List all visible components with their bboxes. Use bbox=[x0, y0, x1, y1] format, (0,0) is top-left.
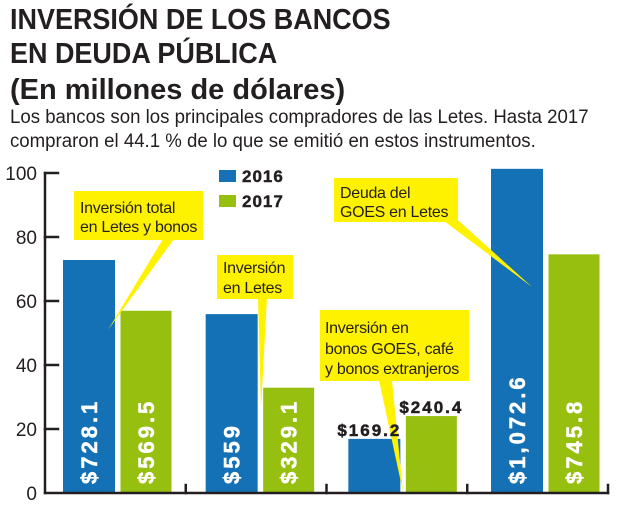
callout-text-line: Inversión total bbox=[80, 200, 175, 217]
callout-4: Deuda del GOES en Letes bbox=[334, 178, 458, 222]
callout-text-line: en Letes y bonos bbox=[80, 219, 197, 236]
subtitle-line-2: compraron el 44.1 % de lo que se emitió … bbox=[10, 131, 536, 152]
callout-pointer bbox=[258, 298, 267, 408]
value-label-2016-category-2: $559 bbox=[220, 423, 245, 484]
x-axis bbox=[43, 483, 610, 495]
legend-item-2017: 2017 bbox=[219, 192, 284, 211]
callout-box bbox=[320, 310, 469, 381]
callout-pointer bbox=[108, 239, 174, 330]
callout-2: Inversión en Letes bbox=[217, 255, 293, 299]
bar-2017-category-4 bbox=[548, 254, 600, 493]
bar-2016-category-1 bbox=[63, 260, 115, 493]
callout-box bbox=[217, 255, 293, 299]
bars-layer bbox=[63, 168, 600, 493]
value-label-2016-category-3: $169.2 bbox=[337, 421, 401, 440]
bar-2017-category-1 bbox=[120, 310, 172, 493]
callout-1: Inversión total en Letes y bonos bbox=[74, 191, 203, 240]
callout-pointer bbox=[379, 380, 403, 492]
bar-2016-category-2 bbox=[205, 314, 258, 493]
y-axis: 0 20 40 60 80 100 bbox=[5, 164, 60, 505]
callout-text-line: en Letes bbox=[223, 280, 282, 297]
bar-2016-category-4 bbox=[491, 168, 544, 493]
value-label-2017-category-4: $745.8 bbox=[562, 399, 587, 484]
value-label-2017-category-3: $240.4 bbox=[399, 398, 463, 417]
subtitle-line-1: Los bancos son los principales comprador… bbox=[10, 107, 589, 128]
title-units-line: (En millones de dólares) bbox=[10, 74, 346, 106]
callout-text-line: Deuda del bbox=[340, 185, 410, 202]
value-label-2016-category-1: $728.1 bbox=[77, 399, 102, 484]
legend-item-2016: 2016 bbox=[219, 167, 284, 186]
legend-label: 2016 bbox=[242, 167, 284, 186]
callout-text-line: Inversión bbox=[223, 260, 285, 277]
y-tick-label: 20 bbox=[16, 420, 37, 441]
value-label-2017-category-2: $329.1 bbox=[277, 399, 302, 484]
title-line-1: INVERSIÓN DE LOS BANCOS bbox=[10, 4, 391, 36]
bar-2017-category-3 bbox=[405, 416, 457, 493]
callout-text-line: GOES en Letes bbox=[340, 204, 448, 221]
legend-swatch bbox=[219, 195, 236, 207]
callout-box bbox=[74, 191, 203, 240]
bar-2017-category-2 bbox=[263, 387, 315, 493]
legend: 2016 2017 bbox=[219, 167, 284, 211]
y-tick-label: 40 bbox=[16, 356, 37, 377]
callout-pointers bbox=[108, 221, 532, 492]
callout-box bbox=[334, 178, 458, 222]
value-label-2016-category-4: $1,072.6 bbox=[505, 374, 530, 484]
y-tick-label: 0 bbox=[26, 484, 37, 505]
bar-2016-category-3 bbox=[348, 438, 401, 493]
y-tick-label: 60 bbox=[16, 292, 37, 313]
title-line-2: EN DEUDA PÚBLICA bbox=[10, 38, 278, 70]
y-tick-label: 100 bbox=[5, 164, 37, 185]
y-tick-label: 80 bbox=[16, 228, 37, 249]
callout-text-line: bonos GOES, café bbox=[325, 341, 454, 358]
callout-text-line: y bonos extranjeros bbox=[325, 361, 459, 378]
value-labels: $728.1 $569.5 $559 $329.1 $169.2 $240.4 $1,072… bbox=[77, 374, 588, 484]
legend-label: 2017 bbox=[242, 192, 284, 211]
legend-swatch bbox=[219, 170, 236, 182]
callout-3: Inversión en bonos GOES, café y bonos extr… bbox=[320, 310, 469, 381]
callout-pointer bbox=[444, 221, 532, 287]
value-label-2017-category-1: $569.5 bbox=[134, 399, 159, 484]
callout-text-line: Inversión en bbox=[325, 320, 409, 337]
